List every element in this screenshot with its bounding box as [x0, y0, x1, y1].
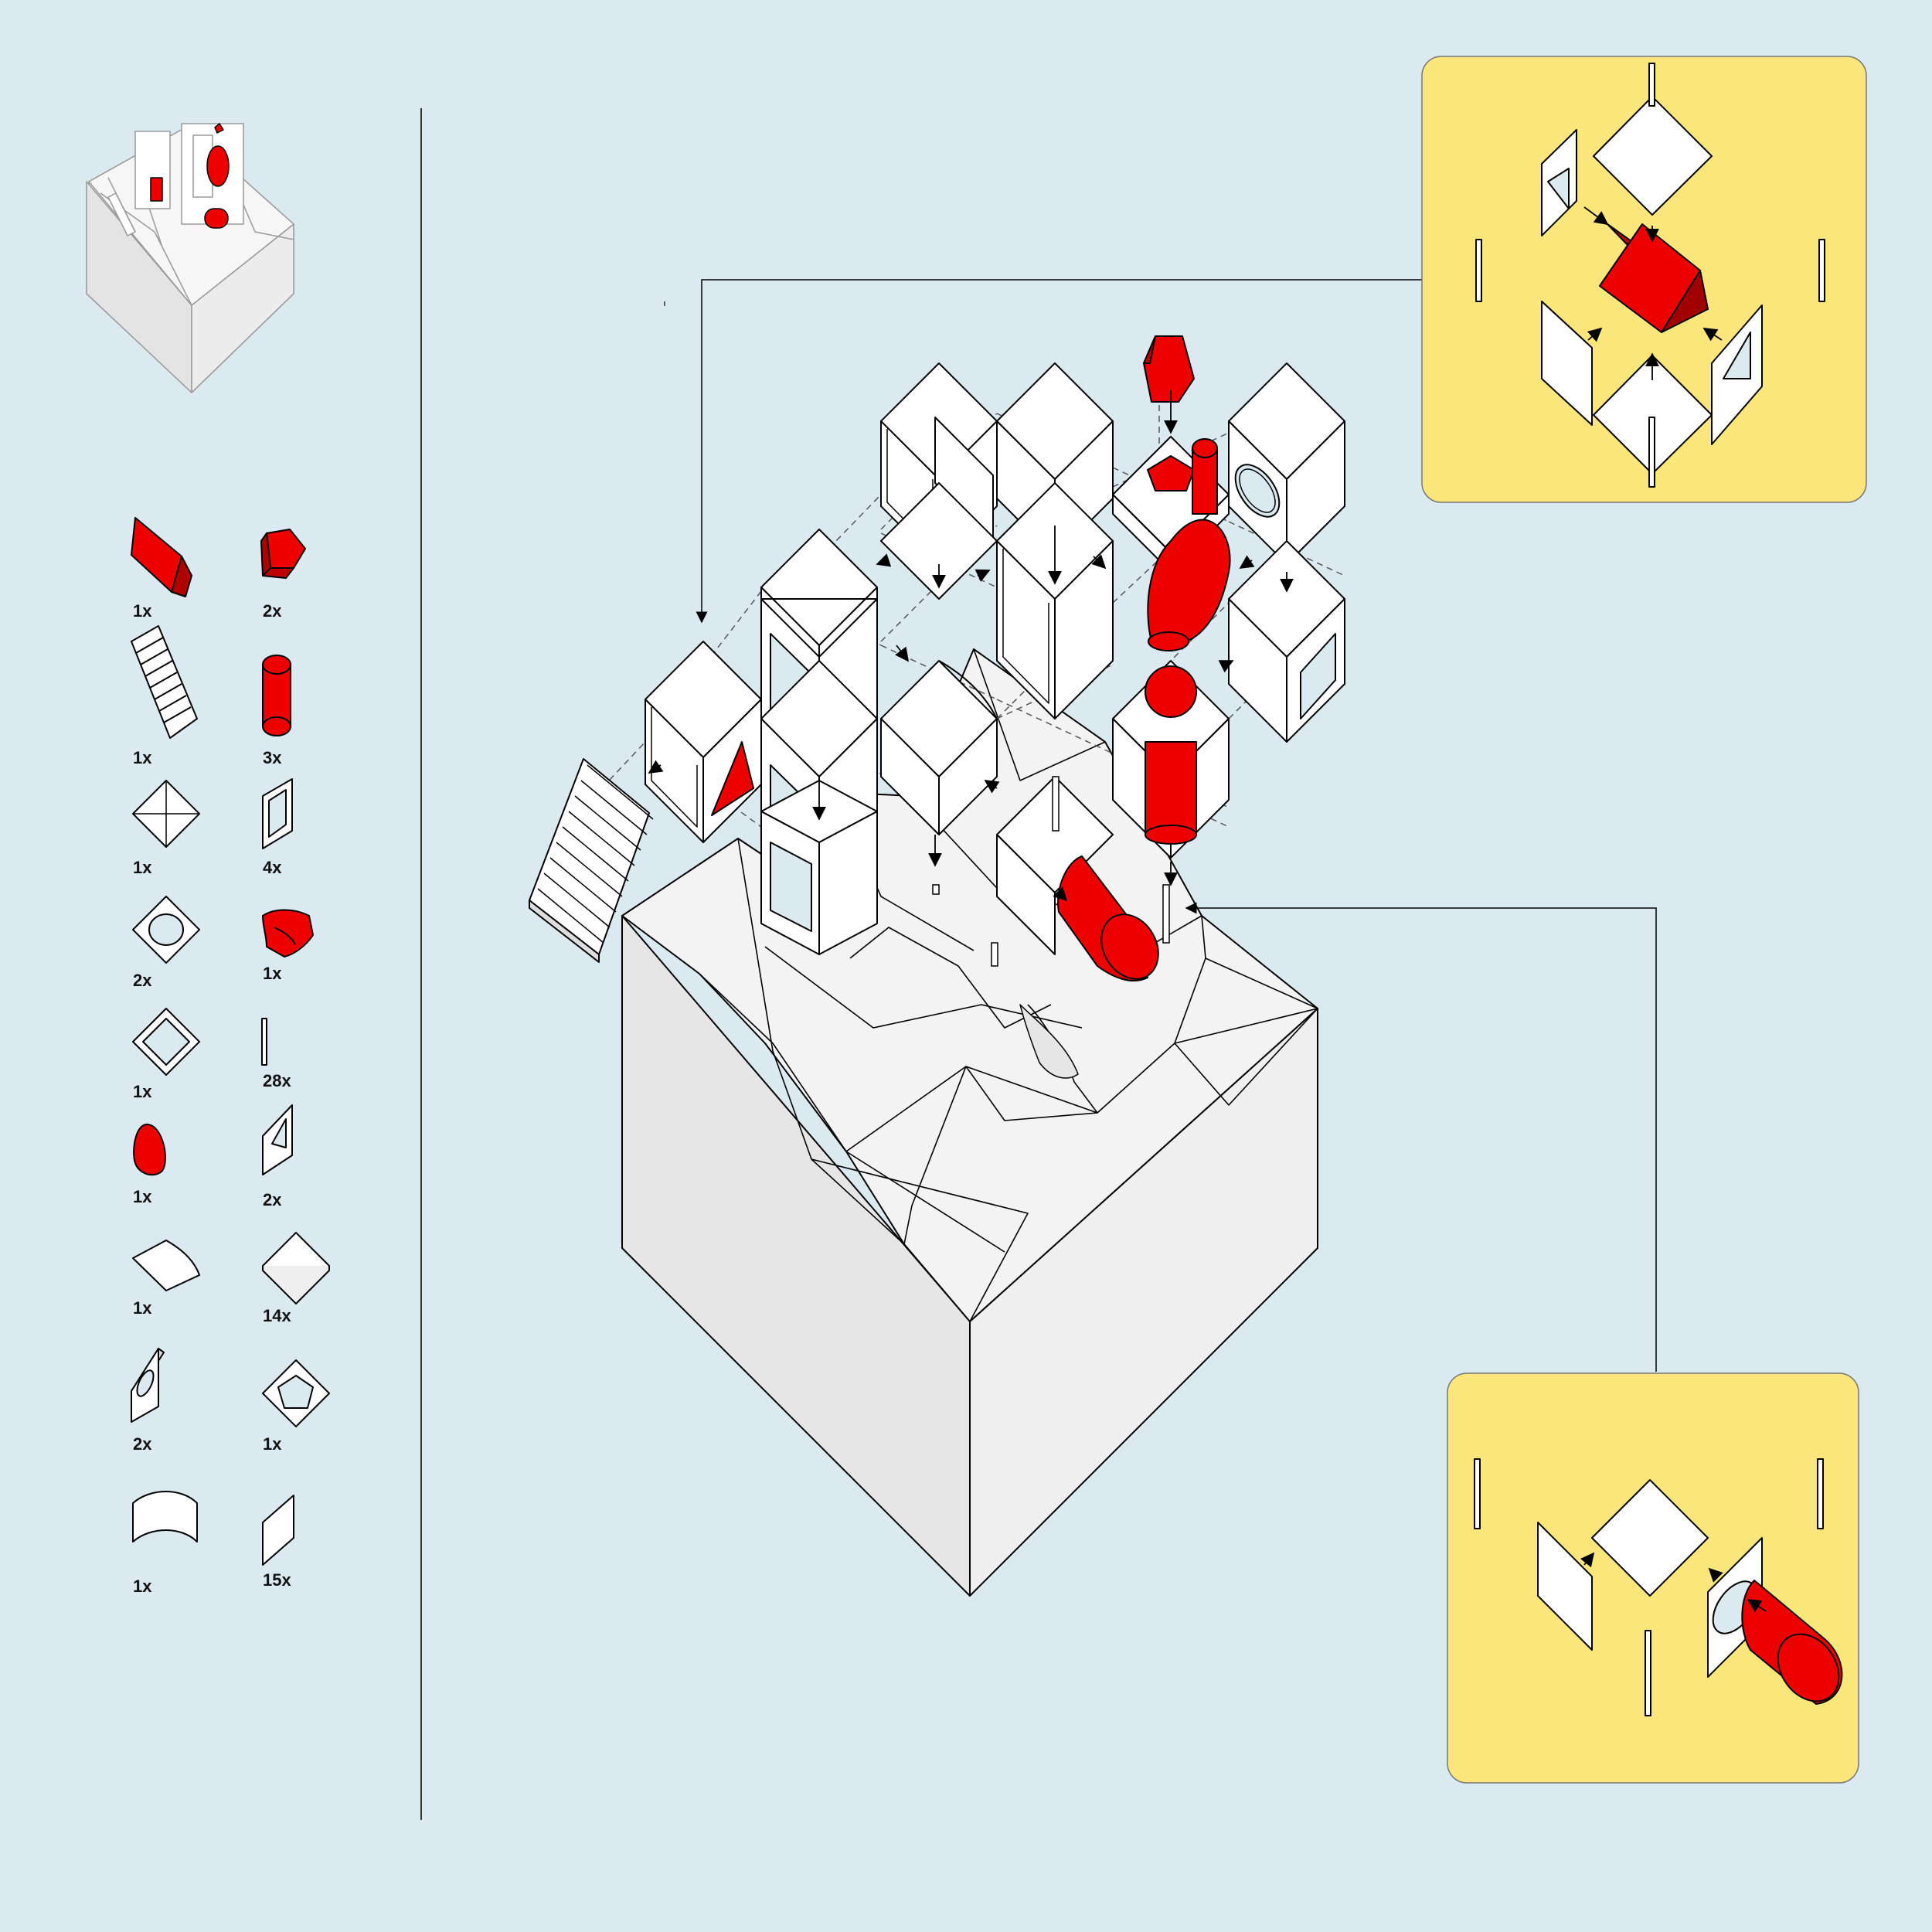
qty-label: 2x: [133, 1434, 152, 1454]
pyramid-roof-icon: [132, 780, 200, 848]
qty-label: 1x: [133, 1298, 152, 1318]
callout-connectors: [696, 279, 1657, 1372]
qty-label: 1x: [263, 1434, 282, 1454]
qty-label: 2x: [263, 601, 282, 621]
qty-label: 1x: [133, 601, 152, 621]
framed-panel-icon: [262, 778, 293, 849]
red-components: [1057, 335, 1231, 981]
red-pentagon-prism: [1143, 335, 1195, 403]
qty-label: 15x: [263, 1570, 291, 1590]
qty-label: 1x: [133, 1187, 152, 1206]
red-cylinder-upper: [1192, 438, 1218, 515]
staircase: [529, 758, 654, 963]
vertical-panel-front: [996, 834, 1056, 955]
module-cube-square-window: [1228, 540, 1345, 743]
parts-quantities: 1x 1x 1x 2x 1x 1x 1x 2x 1x 2x 3x 4x 1x 2…: [133, 601, 291, 1596]
qty-label: 2x: [133, 971, 152, 990]
square-frame-plate-icon: [132, 1008, 200, 1076]
square-plate-icon: [262, 1232, 330, 1304]
red-elbow-pipe-icon: [262, 909, 314, 957]
red-egg-icon: [133, 1124, 166, 1176]
thumbnail-preview: [86, 123, 294, 393]
red-elbow-pipe: [1147, 519, 1231, 651]
qty-label: 1x: [133, 1082, 152, 1101]
staircase-icon: [131, 625, 198, 739]
qty-label: 14x: [263, 1306, 291, 1325]
curved-panel-icon: [132, 1491, 198, 1543]
module-cube-round-window: [1228, 362, 1345, 565]
qty-label: 3x: [263, 748, 282, 767]
red-cylinder-lower: [1145, 665, 1197, 845]
qty-label: 1x: [133, 1577, 152, 1596]
rods: [932, 776, 1170, 967]
round-hole-plate-icon: [132, 896, 200, 964]
qty-label: 4x: [263, 858, 282, 877]
quarter-disc-icon: [132, 1240, 200, 1291]
callout-panel-wedge-assembly: [1421, 56, 1867, 503]
flat-panel-icon: [262, 1495, 294, 1566]
triangle-window-panel-icon: [262, 1104, 293, 1175]
qty-label: 1x: [263, 964, 282, 983]
oval-hole-panel-icon: [131, 1348, 165, 1423]
module-cube-curved-top: [880, 660, 998, 835]
pentagon-hole-plate-icon: [262, 1359, 330, 1427]
callout-panel-tube-assembly: [1447, 1372, 1859, 1784]
assembly-arrows: [648, 390, 1294, 902]
qty-label: 1x: [133, 748, 152, 767]
module-cube-triangle-window: [645, 641, 762, 843]
qty-label: 28x: [263, 1071, 291, 1090]
module-cube-lower: [760, 780, 878, 955]
qty-label: 2x: [263, 1190, 282, 1209]
red-cylinder-icon: [262, 655, 291, 736]
module-cube-middle-left: [996, 482, 1114, 719]
red-pentagon-prism-icon: [260, 529, 306, 579]
red-tube-horizontal: [1057, 855, 1159, 981]
red-wedge-icon: [131, 517, 192, 597]
rod-icon: [261, 1018, 267, 1066]
parts-legend: [131, 517, 330, 1566]
qty-label: 1x: [133, 858, 152, 877]
